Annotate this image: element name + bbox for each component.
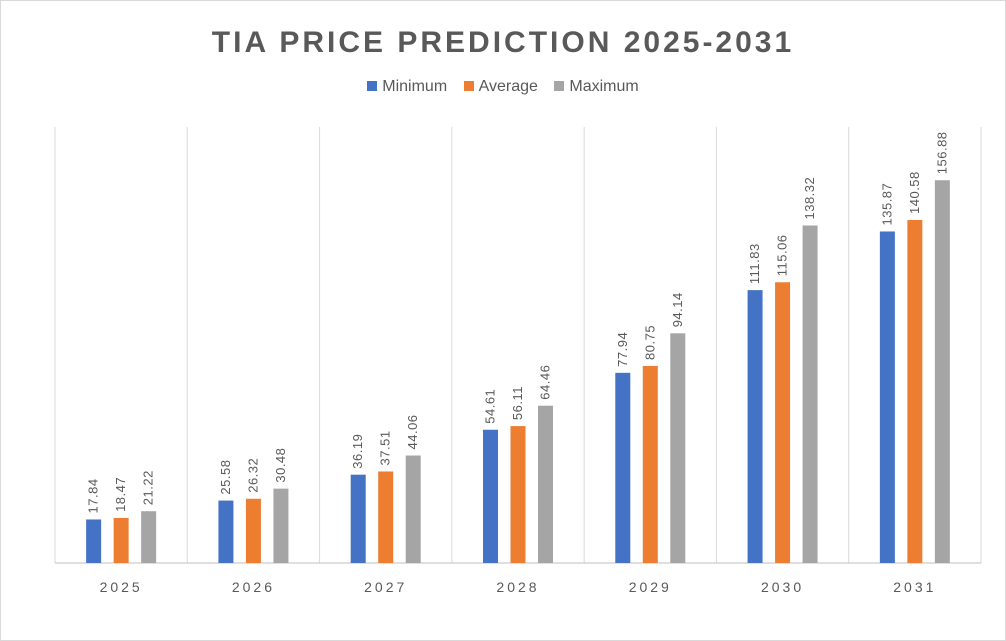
chart-title: TIA PRICE PREDICTION 2025-2031 [211,26,795,59]
bar-maximum [141,511,157,563]
legend-label-minimum: Minimum [382,78,448,95]
legend-item-average: Average [463,78,538,96]
bar-average [378,471,394,563]
bar-average [775,282,791,563]
bar-minimum [86,519,102,563]
legend-item-maximum: Maximum [554,78,639,96]
bar-minimum [350,474,366,563]
data-label: 17.84 [86,478,101,513]
data-label: 115.06 [775,234,790,276]
data-label: 30.48 [273,448,288,483]
bar-maximum [670,333,686,563]
bar-average [510,426,526,563]
legend-swatch-minimum [367,81,378,91]
data-label: 135.87 [879,183,894,226]
data-label: 37.51 [378,430,393,465]
chart-legend: Minimum Average Maximum [0,78,1006,96]
bar-average [642,365,658,563]
data-label: 94.14 [670,292,685,327]
legend-label-average: Average [478,78,538,95]
bar-maximum [405,455,421,563]
legend-item-minimum: Minimum [367,78,447,96]
x-tick-label: 2028 [496,579,539,595]
data-label: 80.75 [642,325,657,360]
bar-average [907,219,923,563]
data-label: 26.32 [245,458,260,493]
x-tick-label: 2031 [893,579,936,595]
x-tick-label: 2026 [232,579,275,595]
x-tick-label: 2029 [629,579,672,595]
data-label: 21.22 [141,470,156,505]
data-label: 56.11 [510,386,525,420]
bar-average [245,498,261,563]
bar-maximum [273,488,289,563]
data-label: 138.32 [802,177,817,220]
data-label: 25.58 [218,460,233,495]
data-label: 140.58 [907,171,922,214]
bar-maximum [934,180,950,563]
data-label: 44.06 [405,414,420,449]
legend-swatch-average [463,81,474,91]
bar-maximum [538,405,553,563]
bar-minimum [615,372,631,563]
bar-maximum [802,225,818,563]
bar-minimum [483,429,498,563]
bar-minimum [747,290,763,563]
bar-minimum [218,500,234,563]
data-label: 111.83 [747,243,762,284]
data-label: 18.47 [113,477,128,512]
bar-minimum [879,231,895,563]
data-label: 77.94 [615,332,630,367]
data-label: 36.19 [350,434,365,469]
x-tick-label: 2027 [364,579,407,595]
data-label: 54.61 [483,389,498,424]
data-label: 156.88 [934,131,949,174]
legend-label-maximum: Maximum [569,78,639,95]
bar-average [113,517,129,563]
legend-swatch-maximum [554,81,565,91]
x-tick-label: 2025 [100,579,143,595]
x-tick-label: 2030 [761,579,804,595]
data-label: 64.46 [538,365,553,400]
